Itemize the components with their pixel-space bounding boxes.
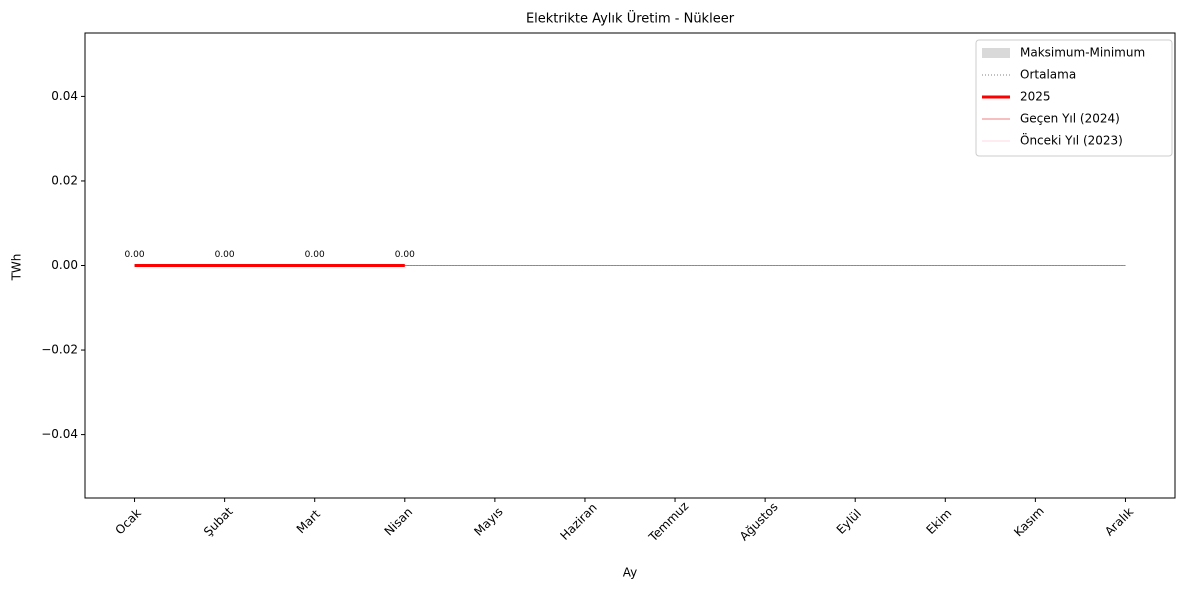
x-tick-label: Ağustos: [737, 500, 781, 544]
data-label: 0.00: [125, 250, 145, 260]
legend-label: Geçen Yıl (2024): [1020, 112, 1120, 126]
x-axis-label: Ay: [623, 566, 638, 580]
legend-box: [975, 39, 1173, 157]
y-tick-label: 0.02: [51, 173, 78, 187]
y-tick-label: −0.04: [41, 427, 78, 441]
legend-swatch: [982, 48, 1010, 58]
plot-frame: [84, 32, 1176, 499]
y-axis-label: TWh: [10, 254, 24, 282]
y-tick-label: 0.04: [51, 89, 78, 103]
data-label: 0.00: [305, 250, 325, 260]
data-label: 0.00: [215, 250, 235, 260]
legend-label: Önceki Yıl (2023): [1020, 132, 1123, 148]
chart-title: Elektrikte Aylık Üretim - Nükleer: [526, 10, 735, 27]
x-tick-label: Mart: [294, 507, 323, 536]
x-tick-label: Nisan: [382, 505, 416, 539]
y-tick-label: −0.02: [41, 343, 78, 357]
x-tick-label: Aralık: [1102, 505, 1136, 539]
x-tick-label: Haziran: [557, 500, 599, 542]
x-tick-label: Şubat: [201, 504, 236, 539]
x-tick-label: Kasım: [1011, 504, 1047, 540]
data-label: 0.00: [395, 250, 415, 260]
legend-label: 2025: [1020, 90, 1051, 104]
x-tick-label: Eylül: [834, 506, 864, 536]
legend-label: Ortalama: [1020, 68, 1076, 82]
x-tick-label: Ekim: [924, 506, 955, 537]
x-tick-label: Ocak: [113, 506, 144, 537]
legend-label: Maksimum-Minimum: [1020, 46, 1145, 60]
y-tick-label: 0.00: [51, 258, 78, 272]
x-tick-label: Mayıs: [471, 505, 505, 539]
x-tick-label: Temmuz: [645, 499, 691, 545]
